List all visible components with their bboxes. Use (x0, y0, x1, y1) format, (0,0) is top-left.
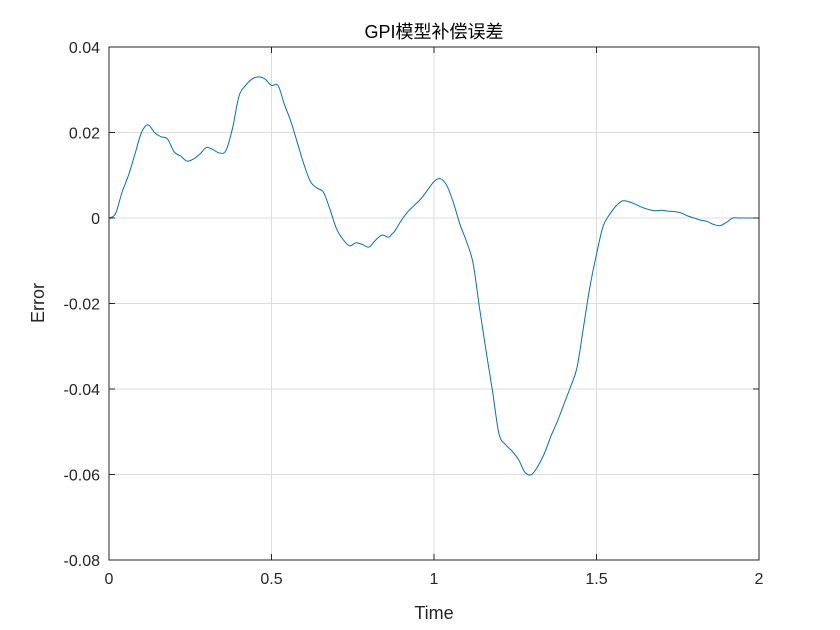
y-axis-label: Error (28, 283, 48, 323)
x-tick-labels: 0 0.5 1 1.5 2 (105, 571, 764, 588)
grid (109, 47, 759, 560)
axis-ticks (108, 46, 760, 561)
series-line-error (108, 76, 759, 476)
y-tick-label: -0.08 (64, 553, 101, 570)
chart-title: GPI模型补偿误差 (364, 22, 503, 42)
y-tick-label: 0 (91, 211, 100, 228)
x-tick-label: 0.5 (260, 571, 282, 588)
x-tick-label: 1.5 (585, 571, 607, 588)
x-tick-label: 2 (755, 571, 764, 588)
x-tick-label: 1 (430, 571, 439, 588)
y-tick-label: 0.04 (69, 40, 100, 57)
y-tick-label: -0.02 (64, 297, 101, 314)
y-tick-labels: -0.08 -0.06 -0.04 -0.02 0 0.02 0.04 (64, 40, 101, 570)
y-tick-label: 0.02 (69, 126, 100, 143)
x-tick-label: 0 (105, 571, 114, 588)
y-tick-label: -0.04 (64, 382, 101, 399)
y-tick-label: -0.06 (64, 468, 101, 485)
x-axis-label: Time (414, 603, 453, 623)
